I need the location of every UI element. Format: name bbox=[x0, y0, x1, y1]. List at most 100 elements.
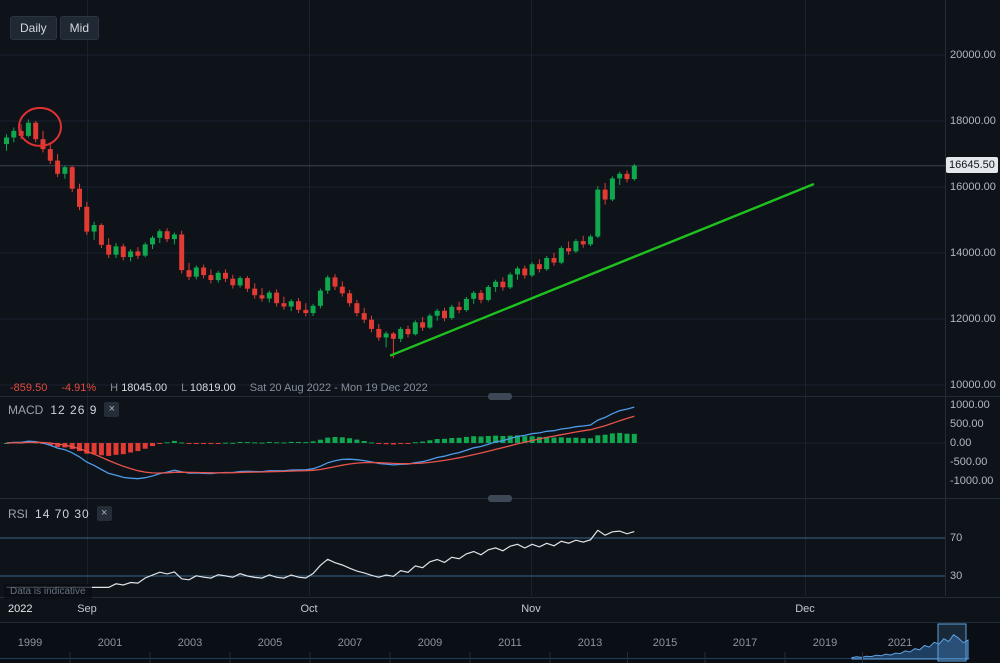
price-axis[interactable]: 20000.00 18000.00 16000.00 14000.00 12000.00… bbox=[945, 0, 1000, 596]
macd-params: 12 26 9 bbox=[50, 402, 98, 417]
candle-body bbox=[544, 258, 550, 270]
navigator-mini-chart bbox=[851, 634, 969, 660]
candle-body bbox=[522, 268, 528, 276]
macd-histogram-bar bbox=[573, 437, 579, 443]
candle-body bbox=[252, 288, 258, 296]
macd-pane bbox=[0, 406, 945, 480]
macd-histogram-bar bbox=[91, 443, 97, 455]
macd-histogram-bar bbox=[463, 436, 469, 443]
navigator-year-label: 2007 bbox=[337, 637, 363, 649]
macd-histogram-bar bbox=[412, 442, 418, 444]
circle-annotation[interactable] bbox=[18, 106, 62, 147]
candle-body bbox=[244, 278, 250, 289]
macd-histogram-bar bbox=[288, 441, 294, 443]
timeframe-toolbar: Daily Mid bbox=[10, 16, 100, 40]
macd-histogram-bar bbox=[120, 443, 126, 455]
navigator-year-label: 2009 bbox=[417, 637, 443, 649]
high-readout: H 18045.00 bbox=[110, 382, 167, 394]
candle-body bbox=[230, 278, 236, 286]
macd-histogram-bar bbox=[500, 436, 506, 443]
macd-pane-resize-handle[interactable] bbox=[488, 393, 512, 400]
time-axis-label: Oct bbox=[300, 603, 318, 615]
macd-histogram-bar bbox=[515, 435, 520, 443]
candle-body bbox=[442, 310, 447, 319]
candle-body bbox=[573, 241, 579, 252]
candle-body bbox=[566, 248, 572, 252]
candle-body bbox=[47, 149, 53, 161]
macd-histogram-bar bbox=[566, 437, 572, 443]
macd-histogram-bar bbox=[252, 442, 258, 444]
candle-body bbox=[274, 292, 280, 304]
macd-histogram-bar bbox=[142, 443, 148, 449]
macd-histogram-bar bbox=[98, 443, 104, 456]
macd-histogram-bar bbox=[522, 436, 528, 443]
macd-histogram-bar bbox=[456, 437, 462, 443]
macd-axis-label: 500.00 bbox=[950, 418, 984, 430]
time-axis-label: Nov bbox=[521, 603, 541, 615]
rsi-line bbox=[6, 529, 635, 589]
macd-histogram-bar bbox=[244, 442, 250, 444]
macd-histogram-bar bbox=[237, 442, 243, 443]
candle-body bbox=[471, 292, 477, 299]
candle-body bbox=[332, 277, 338, 287]
macd-histogram-bar bbox=[361, 441, 367, 443]
macd-histogram-bar bbox=[376, 443, 382, 444]
history-navigator[interactable]: 1999 2001 2003 2005 2007 2009 2011 2013 2015 2017… bbox=[0, 622, 1000, 663]
candle-body bbox=[33, 122, 39, 140]
candle-body bbox=[310, 305, 316, 314]
navigator-year-label: 2017 bbox=[732, 637, 758, 649]
navigator-year-label: 2011 bbox=[498, 637, 522, 649]
navigator-selection[interactable] bbox=[937, 623, 967, 662]
macd-histogram-bar bbox=[536, 436, 542, 443]
candle-body bbox=[135, 251, 141, 256]
macd-histogram-bar bbox=[398, 443, 404, 444]
trendline-annotation[interactable] bbox=[389, 183, 815, 357]
candle-body bbox=[120, 246, 126, 257]
candle-body bbox=[412, 322, 418, 335]
rsi-pane-resize-handle[interactable] bbox=[488, 495, 512, 502]
candle-body bbox=[631, 165, 637, 180]
candle-body bbox=[215, 272, 221, 281]
macd-histogram-bar bbox=[215, 443, 221, 444]
candle-body bbox=[500, 281, 506, 288]
macd-histogram-bar bbox=[281, 442, 287, 444]
macd-histogram-bar bbox=[427, 440, 433, 443]
macd-histogram-bar bbox=[478, 436, 484, 443]
time-axis-label: 2022 bbox=[8, 603, 33, 615]
price-axis-label: 14000.00 bbox=[950, 247, 996, 259]
navigator-year-label: 2019 bbox=[812, 637, 838, 649]
macd-histogram-bar bbox=[230, 442, 236, 444]
candle-body bbox=[171, 234, 177, 240]
candle-body bbox=[142, 244, 148, 256]
candle-body bbox=[624, 173, 630, 180]
time-axis-label: Sep bbox=[77, 603, 97, 615]
candle-body bbox=[354, 303, 360, 314]
macd-histogram-bar bbox=[157, 443, 163, 444]
candle-body bbox=[376, 328, 382, 338]
macd-histogram-bar bbox=[339, 437, 345, 443]
navigator-year-label: 2021 bbox=[887, 637, 913, 649]
low-label: L bbox=[181, 382, 187, 394]
candle-body bbox=[288, 301, 294, 307]
candle-body bbox=[40, 139, 46, 150]
time-axis[interactable]: 2022 Sep Oct Nov Dec bbox=[0, 597, 945, 622]
navigator-year-label: 2005 bbox=[257, 637, 283, 649]
candle-body bbox=[390, 333, 396, 339]
candle-body bbox=[485, 287, 491, 300]
macd-close-button[interactable]: × bbox=[104, 402, 120, 417]
interval-daily-button[interactable]: Daily bbox=[10, 16, 57, 40]
time-axis-label: Dec bbox=[795, 603, 815, 615]
candle-body bbox=[4, 137, 9, 145]
macd-histogram-bar bbox=[551, 437, 557, 443]
candle-body bbox=[551, 258, 557, 263]
candle-body bbox=[179, 234, 185, 271]
macd-histogram-bar bbox=[405, 443, 411, 444]
price-mid-button[interactable]: Mid bbox=[59, 16, 100, 40]
candle-body bbox=[463, 298, 469, 311]
macd-line bbox=[6, 406, 635, 480]
macd-histogram-bar bbox=[274, 442, 280, 444]
candle-body bbox=[507, 274, 513, 288]
macd-histogram-bar bbox=[310, 441, 316, 443]
rsi-close-button[interactable]: × bbox=[96, 506, 112, 521]
